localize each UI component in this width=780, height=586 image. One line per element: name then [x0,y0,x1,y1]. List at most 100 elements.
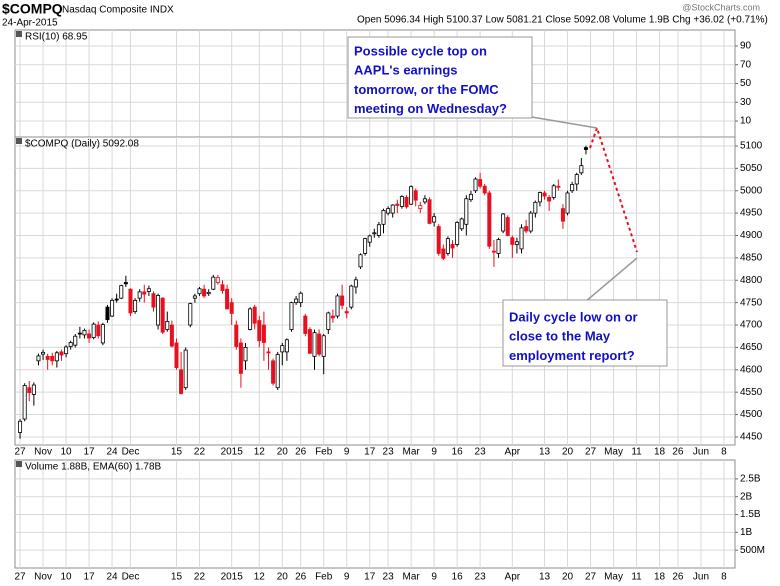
x-tick-label: 20 [277,447,289,458]
candle-body [68,342,73,347]
candle-body [151,293,156,308]
candle-body [312,332,317,357]
annotation-text: close to the May [509,329,611,344]
candle-body [215,277,220,283]
y-tick-label: 5000 [740,185,763,196]
candle-body [183,349,188,389]
quote: Open 5096.34 High 5100.37 Low 5081.21 Cl… [357,15,768,26]
callout-pointer [584,257,638,303]
x-tick-label: 16 [452,572,464,583]
candle-body [547,197,552,202]
candle-body [82,329,87,336]
candle-body [73,335,78,346]
x-tick-label: Feb [315,447,333,458]
candle-body [436,226,441,254]
candle-body [496,239,501,254]
x-tick-label: 26 [672,572,684,583]
x-tick-label: 27 [14,447,26,458]
candle-body [123,282,128,285]
y-tick-label: 1.5B [740,509,761,520]
y-tick-label: 2B [740,491,753,502]
y-tick-label: 10 [740,116,752,127]
candle-body [445,238,450,254]
panel-frame [14,136,736,446]
candle-body [381,210,386,225]
candle-body [202,288,207,297]
candle-body [133,300,138,312]
candle-body [45,355,50,360]
candle-body [491,250,496,253]
candle-body [105,306,110,321]
candle-body [551,185,556,198]
candle-body [399,196,404,207]
candle-body [505,217,510,236]
name: Nasdaq Composite INDX [62,5,174,16]
x-tick-label: Dec [122,572,140,583]
x-tick-label: 20 [277,572,289,583]
candle-body [565,192,570,214]
candle-body [570,184,575,192]
y-tick-label: 70 [740,59,752,70]
x-tick-label: 15 [171,572,183,583]
y-tick-label: 5050 [740,163,763,174]
annotation-text: Possible cycle top on [354,43,487,58]
candle-body [36,355,41,362]
panel-label-box [16,31,22,37]
candle-body [326,312,331,330]
y-tick-label: 4800 [740,275,763,286]
candle-body [330,315,335,319]
x-tick-label: 9 [431,572,437,583]
candle-body [31,384,36,395]
candle-body [514,241,519,245]
x-tick-label: May [604,572,623,583]
x-tick-label: 17 [364,572,376,583]
candle-body [59,351,64,356]
candle-body [358,254,363,268]
candle-body [413,190,418,201]
x-tick-label: 22 [194,447,206,458]
candle-body [110,300,115,317]
candle-body [156,295,161,326]
candle-body [252,306,257,324]
candle-body [344,311,349,314]
date: 24-Apr-2015 [2,18,58,29]
x-tick-label: Nov [34,447,52,458]
y-tick-label: 4550 [740,387,763,398]
candle-body [395,203,400,206]
annotation-text: AAPL's earnings [354,63,458,78]
x-tick-label: Apr [505,572,521,583]
candle-body [174,342,179,368]
x-tick-label: 18 [654,447,666,458]
x-tick-label: 12 [254,572,266,583]
candle-body [353,279,358,288]
candle-body [188,303,193,326]
candle-body [229,302,234,314]
x-tick-label: 15 [171,447,183,458]
candle-body [160,297,165,333]
candle-body [441,248,446,259]
y-tick-label: 4500 [740,409,763,420]
x-tick-label: Jun [693,447,709,458]
y-tick-label: 4600 [740,364,763,375]
y-tick-label: 4900 [740,230,763,241]
x-tick-label: 23 [383,572,395,583]
candle-body [142,291,147,295]
candle-body [220,284,225,291]
candle-body [206,291,211,295]
y-tick-label: 4700 [740,320,763,331]
annotation-text: meeting on Wednesday? [354,101,507,116]
y-tick-label: 50 [740,78,752,89]
y-tick-label: 4650 [740,342,763,353]
candle-body [432,216,437,223]
x-tick-label: 26 [295,447,307,458]
candle-body [248,308,253,330]
candle-body [266,351,271,354]
candle-body [386,208,391,214]
x-tick-label: 10 [61,572,73,583]
candle-body [289,302,294,330]
candle-body [294,298,299,304]
y-tick-label: 4850 [740,253,763,264]
candle-body [303,315,308,334]
candle-body [275,354,280,389]
y-tick-label: 1B [740,527,753,538]
